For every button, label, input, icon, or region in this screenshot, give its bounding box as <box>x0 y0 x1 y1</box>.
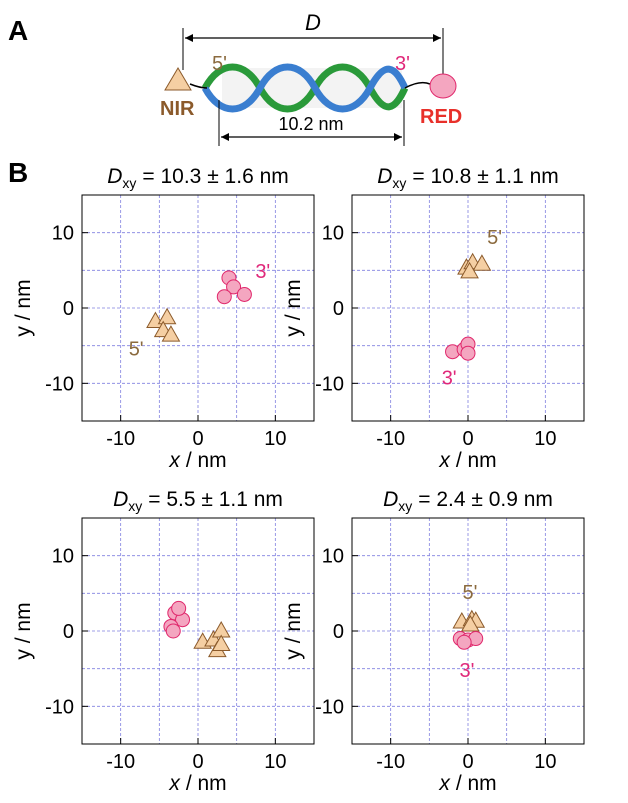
triangle-point <box>472 254 492 271</box>
title-symbol: D <box>113 488 128 511</box>
chart-title: Dxy = 10.8 ± 1.1 nm <box>377 165 559 191</box>
dna-helix <box>201 63 409 113</box>
x-tick-label: 0 <box>462 751 473 773</box>
y-tick-label: -10 <box>45 373 74 395</box>
linker <box>404 81 431 89</box>
x-tick-label: -10 <box>376 751 405 773</box>
series-label: 3' <box>460 660 475 682</box>
title-subscript: xy <box>122 175 136 191</box>
circle-point <box>165 623 181 639</box>
triangle-point <box>211 634 231 652</box>
panel-label: B <box>8 157 28 188</box>
chart-title: Dxy = 10.3 ± 1.6 nm <box>107 165 289 191</box>
y-tick-label: 10 <box>322 223 344 245</box>
end-label: 5' <box>212 53 227 75</box>
circle-point <box>460 345 476 361</box>
dye-label: NIR <box>160 98 195 120</box>
chart-title: Dxy = 2.4 ± 0.9 nm <box>383 488 553 514</box>
circle-point <box>216 289 232 305</box>
x-tick-label: -10 <box>106 751 135 773</box>
title-symbol: D <box>377 165 392 188</box>
series-label: 5' <box>487 227 502 249</box>
y-axis-label: y / nm <box>282 279 305 336</box>
y-tick-label: 0 <box>63 621 74 643</box>
y-tick-label: 0 <box>333 621 344 643</box>
y-axis-label: y / nm <box>282 602 305 659</box>
chart-title: Dxy = 5.5 ± 1.1 nm <box>113 488 283 514</box>
circle-point <box>456 634 472 650</box>
title-text: = 10.3 ± 1.6 nm <box>142 165 288 188</box>
x-tick-label: -10 <box>376 428 405 450</box>
circle-point <box>171 600 187 616</box>
y-tick-label: 10 <box>52 546 74 568</box>
end-label: 3' <box>395 53 410 75</box>
triangle-point <box>157 307 177 325</box>
series-label: 5' <box>129 338 144 360</box>
x-tick-label: -10 <box>106 428 135 450</box>
length-label: 10.2 nm <box>278 114 343 134</box>
x-axis-label: x / nm <box>168 772 226 795</box>
title-symbol: D <box>383 488 398 511</box>
plot: -10 0 10 -10 0 10 Dxy = 10.8 ± 1.1 nm x / nm y / n… <box>282 165 585 472</box>
x-tick-label: 10 <box>264 428 286 450</box>
y-tick-label: 10 <box>322 546 344 568</box>
linker <box>189 83 208 89</box>
x-tick-label: 10 <box>534 751 556 773</box>
x-axis-unit: / nm <box>456 449 497 472</box>
x-axis-var: x <box>168 772 181 795</box>
x-tick-label: 0 <box>192 428 203 450</box>
x-tick-label: 10 <box>264 751 286 773</box>
plot: -10 0 10 -10 0 10 Dxy = 10.3 ± 1.6 nm x / nm y / n… <box>12 165 315 472</box>
x-axis-label: x / nm <box>438 772 496 795</box>
triangle-point <box>460 261 479 279</box>
y-tick-label: 10 <box>52 223 74 245</box>
series-label: 5' <box>462 582 477 604</box>
title-symbol: D <box>107 165 122 188</box>
x-axis-var: x <box>168 449 181 472</box>
x-axis-unit: / nm <box>186 772 227 795</box>
y-tick-label: -10 <box>315 696 344 718</box>
circle-point <box>226 279 242 295</box>
x-tick-label: 0 <box>462 428 473 450</box>
x-axis-var: x <box>438 772 451 795</box>
plot: -10 0 10 -10 0 10 Dxy = 5.5 ± 1.1 nm x / nm y / nm <box>12 488 315 795</box>
x-axis-unit: / nm <box>456 772 497 795</box>
y-axis-label: y / nm <box>12 279 35 336</box>
x-axis-label: x / nm <box>438 449 496 472</box>
panel-label: A <box>8 15 28 46</box>
y-tick-label: -10 <box>315 373 344 395</box>
y-tick-label: 0 <box>333 298 344 320</box>
title-subscript: xy <box>392 175 406 191</box>
series-label: 3' <box>442 368 457 390</box>
distance-label: D <box>305 10 321 35</box>
x-axis-unit: / nm <box>186 449 227 472</box>
title-text: = 5.5 ± 1.1 nm <box>148 488 283 511</box>
series-label: 3' <box>255 261 270 283</box>
red-dye <box>429 73 457 99</box>
title-text: = 2.4 ± 0.9 nm <box>418 488 553 511</box>
triangle-point <box>161 325 181 342</box>
plot: -10 0 10 -10 0 10 Dxy = 2.4 ± 0.9 nm x / nm y / nm… <box>282 488 585 795</box>
y-tick-label: -10 <box>45 696 74 718</box>
x-tick-label: 10 <box>534 428 556 450</box>
y-axis-label: y / nm <box>12 602 35 659</box>
circle-point <box>236 286 252 302</box>
x-axis-label: x / nm <box>168 449 226 472</box>
dye-label: RED <box>420 106 462 128</box>
x-tick-label: 0 <box>192 751 203 773</box>
title-subscript: xy <box>128 498 142 514</box>
title-subscript: xy <box>398 498 412 514</box>
triangle-point <box>460 614 480 632</box>
y-tick-label: 0 <box>63 298 74 320</box>
x-axis-var: x <box>438 449 451 472</box>
title-text: = 10.8 ± 1.1 nm <box>412 165 558 188</box>
nir-dye <box>164 67 192 91</box>
